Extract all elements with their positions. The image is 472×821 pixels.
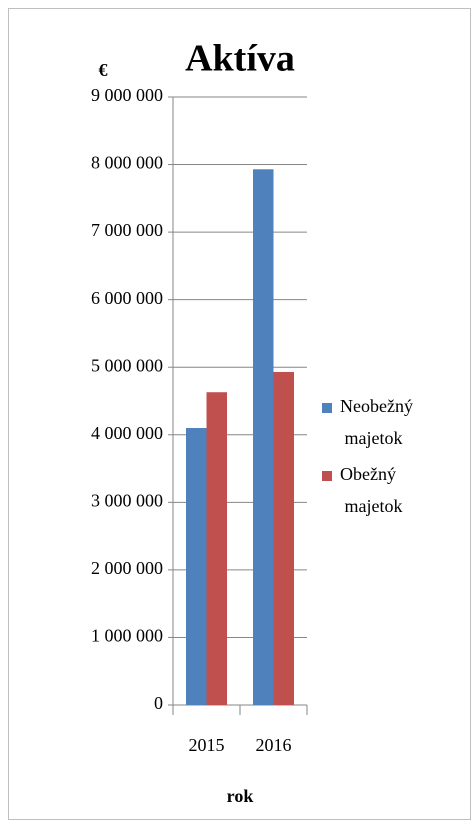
bar: [206, 392, 227, 705]
y-tick-label: 8 000 000: [91, 153, 163, 173]
legend-swatch: [322, 403, 332, 413]
y-tick-label: 6 000 000: [91, 288, 163, 308]
legend-swatch: [322, 471, 332, 481]
chart-border: [8, 8, 471, 820]
x-tick-label: 2016: [256, 735, 292, 755]
y-tick-label: 9 000 000: [91, 85, 163, 105]
x-axis-label: rok: [227, 786, 254, 806]
y-tick-label: 7 000 000: [91, 220, 163, 240]
y-tick-label: 3 000 000: [91, 490, 163, 510]
bar: [186, 428, 207, 705]
y-tick-label: 2 000 000: [91, 558, 163, 578]
y-tick-label: 1 000 000: [91, 626, 163, 646]
bar: [273, 371, 294, 705]
y-axis-label: €: [99, 60, 108, 80]
chart-title: Aktíva: [185, 38, 295, 80]
legend-label: Neobežný majetok: [340, 396, 413, 448]
x-tick-label: 2015: [189, 735, 225, 755]
legend-label: Obežný majetok: [340, 464, 402, 516]
y-tick-label: 4 000 000: [91, 423, 163, 443]
y-tick-label: 5 000 000: [91, 355, 163, 375]
y-tick-label: 0: [154, 693, 163, 713]
bar: [253, 169, 274, 706]
